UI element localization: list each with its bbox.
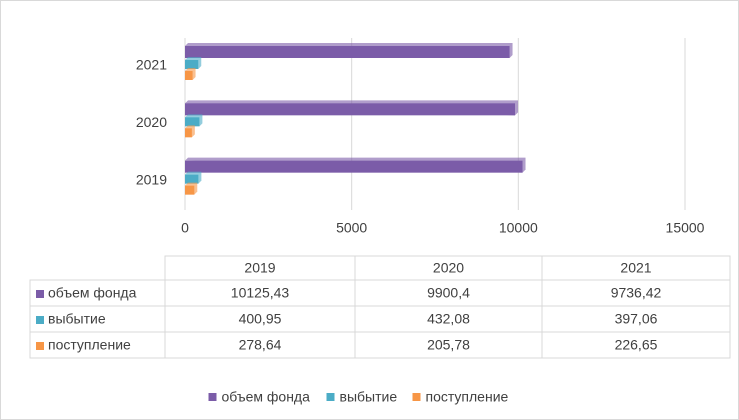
table-value: 9900,4: [427, 285, 470, 301]
bar: [185, 174, 199, 184]
legend-label: объем фонда: [222, 389, 311, 405]
table-value: 10125,43: [231, 285, 290, 301]
bar: [185, 128, 192, 138]
table-value: 226,65: [615, 337, 658, 353]
y-tick-label: 2021: [136, 57, 167, 73]
bar: [185, 117, 200, 127]
table-value: 397,06: [615, 311, 658, 327]
legend-key: [208, 393, 217, 401]
x-tick-label: 0: [181, 220, 189, 236]
table-legend-key: [36, 342, 44, 350]
legend-key: [412, 393, 421, 401]
table-legend-key: [36, 316, 44, 324]
y-tick-label: 2020: [136, 114, 167, 130]
table-value: 205,78: [427, 337, 470, 353]
x-tick-label: 5000: [336, 220, 367, 236]
legend-key: [326, 393, 335, 401]
table-value: 278,64: [239, 337, 282, 353]
table-row-label: выбытие: [48, 311, 106, 327]
table-header: 2019: [244, 260, 275, 276]
table-row-label: поступление: [48, 337, 131, 353]
bar: [185, 60, 199, 69]
bar: [185, 160, 523, 173]
y-tick-label: 2019: [136, 171, 167, 187]
bar: [185, 71, 193, 80]
table-row-label: объем фонда: [48, 285, 137, 301]
x-tick-label: 15000: [666, 220, 705, 236]
bar: [185, 185, 195, 195]
table-value: 400,95: [239, 311, 282, 327]
table-value: 432,08: [427, 311, 470, 327]
table-header: 2020: [433, 260, 464, 276]
table-header: 2021: [620, 260, 651, 276]
table-legend-key: [36, 290, 44, 298]
bar: [185, 103, 516, 116]
table-value: 9736,42: [611, 285, 662, 301]
bar: [185, 46, 510, 58]
x-tick-label: 10000: [499, 220, 538, 236]
legend-label: выбытие: [340, 389, 398, 405]
legend-label: поступление: [426, 389, 509, 405]
table-cell: [541, 331, 731, 359]
